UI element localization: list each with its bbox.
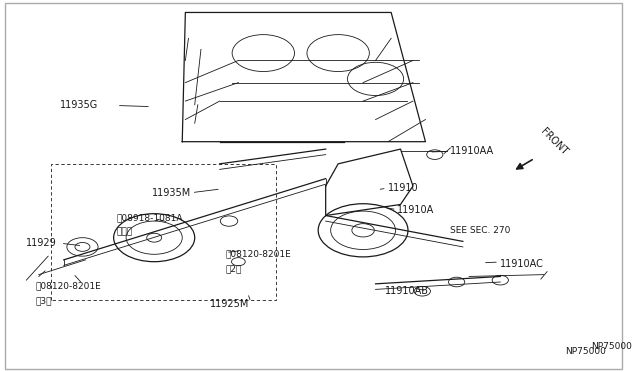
Text: 11910: 11910	[388, 183, 419, 193]
Text: 11935G: 11935G	[60, 100, 98, 110]
Text: 11910A: 11910A	[397, 205, 435, 215]
Text: （2）: （2）	[226, 264, 243, 273]
Text: 11910AB: 11910AB	[385, 286, 429, 296]
Text: 11910AA: 11910AA	[451, 146, 495, 156]
Text: FRONT: FRONT	[539, 126, 570, 157]
Text: SEE SEC. 270: SEE SEC. 270	[451, 226, 511, 235]
Text: NP75000: NP75000	[591, 342, 632, 351]
Text: 11935M: 11935M	[152, 188, 191, 198]
Text: ⓝ08918-1081A: ⓝ08918-1081A	[116, 213, 183, 222]
Text: （3）: （3）	[36, 296, 52, 305]
Text: 11929: 11929	[26, 238, 57, 248]
Text: 11925M: 11925M	[211, 299, 250, 309]
Text: ⒲08120-8201E: ⒲08120-8201E	[226, 250, 292, 259]
Text: ⒲08120-8201E: ⒲08120-8201E	[36, 281, 101, 290]
Text: 11910AC: 11910AC	[500, 259, 544, 269]
Text: （１）: （１）	[116, 228, 133, 237]
Text: NP75000: NP75000	[565, 347, 606, 356]
